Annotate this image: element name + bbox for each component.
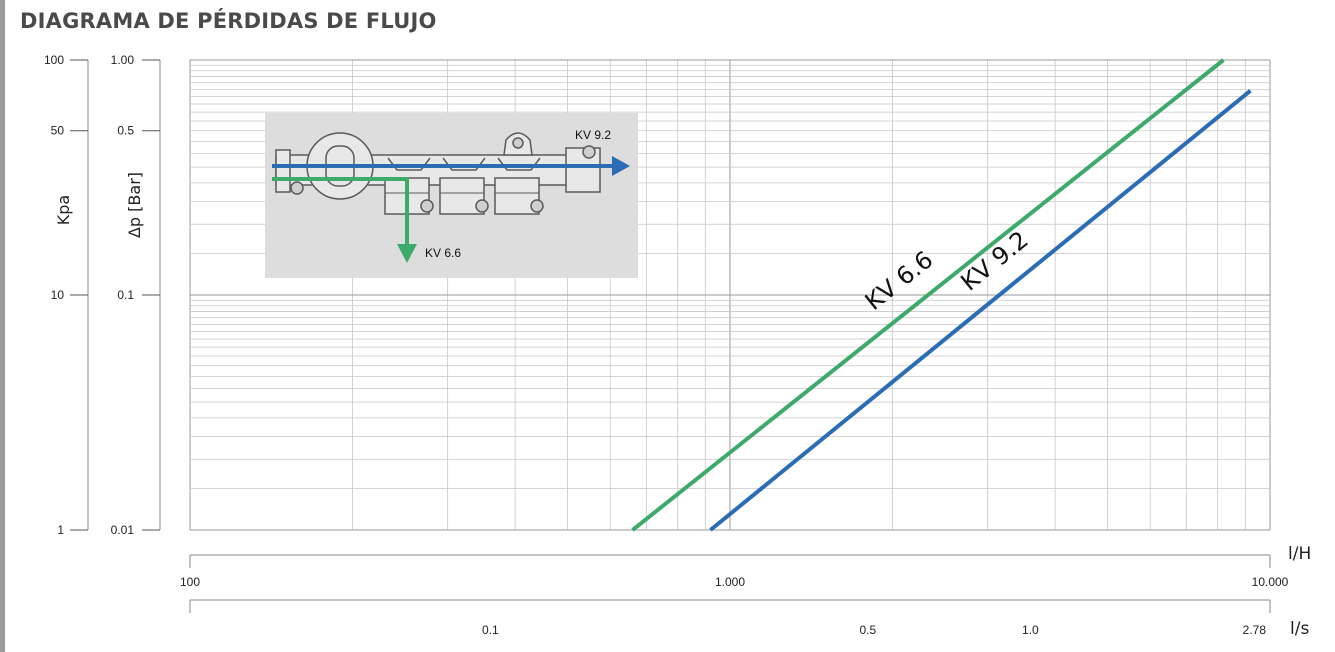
manifold-lug-hole [512, 137, 524, 149]
manifold-inset: KV 9.2 KV 6.6 [265, 113, 638, 278]
flow-arrow-kv92-head [612, 156, 630, 176]
bar-axis-label: Δp [Bar] [125, 172, 144, 238]
y-axes: 100 50 10 1 1.00 0.5 0.1 0.01 Kpa Δp [Bar] [44, 53, 161, 537]
ls-tick-label: 0.1 [482, 623, 499, 637]
kpa-tick-label: 1 [57, 523, 64, 537]
flow-arrow-kv66-shaft [272, 177, 409, 246]
bar-tick-label: 0.1 [117, 288, 134, 302]
outlet-screw [420, 199, 434, 213]
kpa-axis-label: Kpa [54, 195, 73, 225]
outlet-screw [530, 199, 544, 213]
kpa-tick-label: 50 [51, 124, 65, 138]
inset-label-kv66: KV 6.6 [425, 246, 461, 260]
bar-tick-label: 0.01 [111, 523, 135, 537]
series-line-kv66 [631, 58, 1225, 532]
ls-tick-label: 2.78 [1243, 623, 1267, 637]
lh-unit-label: l/H [1288, 544, 1311, 564]
manifold-right-screw [582, 145, 596, 159]
lh-tick-label: 1.000 [715, 575, 745, 589]
series-line-kv92 [709, 89, 1252, 532]
ls-unit-label: l/s [1290, 619, 1309, 639]
lh-tick-label: 10.000 [1252, 575, 1289, 589]
chart-title: DIAGRAMA DE PÉRDIDAS DE FLUJO [20, 9, 437, 33]
series-label: KV 9.2 [956, 226, 1034, 297]
kpa-tick-label: 100 [44, 53, 64, 67]
bar-tick-label: 0.5 [117, 124, 134, 138]
x-axes: 100 1.000 10.000 l/H 0.1 0.5 1.0 2.78 l/s [180, 544, 1311, 639]
bar-tick-label: 1.00 [111, 53, 135, 67]
inset-label-kv92: KV 9.2 [575, 128, 611, 142]
lh-tick-label: 100 [180, 575, 200, 589]
kpa-tick-label: 10 [51, 288, 65, 302]
outlet-screw [475, 199, 489, 213]
manifold-left-end [275, 149, 291, 193]
left-border [0, 0, 5, 652]
flow-arrow-kv66-head [397, 244, 417, 263]
ls-tick-label: 0.5 [860, 623, 877, 637]
manifold-left-screw [290, 181, 304, 195]
ls-tick-label: 1.0 [1022, 623, 1039, 637]
